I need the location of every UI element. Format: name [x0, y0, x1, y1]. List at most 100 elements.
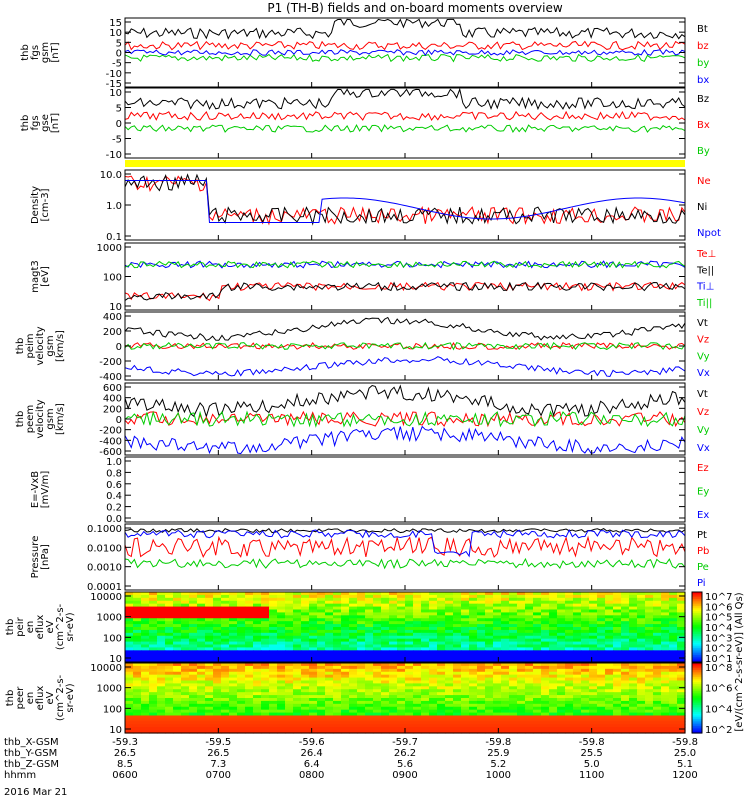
spectrogram-cell — [309, 656, 318, 660]
spectrogram-cell — [293, 668, 302, 673]
spectrogram-cell — [229, 653, 238, 657]
spectrogram-cell — [501, 641, 510, 646]
spectrogram-cell — [621, 644, 630, 649]
x-tick-label: 5.2 — [490, 759, 506, 770]
spectrogram-cell — [629, 621, 638, 625]
spectrogram-cell — [341, 706, 350, 711]
spectrogram-cell — [645, 730, 654, 734]
spectrogram-cell — [461, 656, 470, 660]
spectrogram-cell — [637, 650, 646, 654]
spectrogram-cell — [157, 663, 166, 667]
spectrogram-cell — [341, 674, 350, 679]
spectrogram-cell — [197, 689, 206, 693]
spectrogram-cell — [517, 615, 526, 619]
spectrogram-cell — [509, 689, 518, 693]
spectrogram-cell — [437, 715, 446, 720]
spectrogram-cell — [325, 592, 334, 596]
spectrogram-cell — [197, 632, 206, 637]
spectrogram-cell — [669, 632, 678, 637]
spectrogram-cell — [261, 594, 270, 599]
spectrogram-cell — [525, 615, 534, 619]
spectrogram-cell — [189, 668, 198, 673]
spectrogram-cell — [141, 618, 150, 622]
spectrogram-cell — [325, 715, 334, 720]
spectrogram-cell — [333, 668, 342, 673]
spectrogram-cell — [493, 629, 502, 634]
spectrogram-cell — [605, 624, 614, 628]
spectrogram-cell — [405, 727, 414, 731]
spectrogram-cell — [133, 638, 142, 643]
spectrogram-cell — [141, 603, 150, 608]
spectrogram-cell — [429, 656, 438, 660]
spectrogram-cell — [309, 706, 318, 711]
spectrogram-cell — [573, 592, 582, 596]
spectrogram-cell — [461, 721, 470, 725]
spectrogram-cell — [621, 700, 630, 705]
colorbar-tick-label: 10^6 — [705, 602, 732, 613]
spectrogram-cell — [157, 677, 166, 682]
spectrogram-cell — [453, 600, 462, 605]
spectrogram-cell — [349, 659, 358, 663]
spectrogram-cell — [493, 650, 502, 654]
y-axis-label: thb fgs gse [nT] — [20, 113, 61, 133]
series-line-Vy — [124, 410, 686, 428]
spectrogram-cell — [133, 606, 142, 611]
spectrogram-cell — [341, 703, 350, 708]
spectrogram-cell — [493, 700, 502, 705]
spectrogram-cell — [133, 686, 142, 690]
spectrogram-cell — [501, 700, 510, 705]
spectrogram-cell — [549, 677, 558, 682]
spectrogram-cell — [629, 592, 638, 596]
spectrogram-cell — [565, 665, 574, 670]
spectrogram-cell — [557, 686, 566, 690]
spectrogram-cell — [421, 663, 430, 667]
spectrogram-cell — [453, 638, 462, 643]
spectrogram-cell — [637, 727, 646, 731]
spectrogram-cell — [573, 724, 582, 728]
spectrogram-cell — [493, 632, 502, 637]
spectrogram-cell — [453, 615, 462, 619]
spectrogram-cell — [125, 663, 134, 667]
spectrogram-cell — [677, 606, 686, 611]
spectrogram-cell — [549, 689, 558, 693]
spectrogram-cell — [261, 656, 270, 660]
spectrogram-cell — [453, 592, 462, 596]
spectrogram-cell — [301, 653, 310, 657]
spectrogram-cell — [373, 592, 382, 596]
y-axis-label-line: sr-eV) — [65, 683, 76, 712]
spectrogram-cell — [341, 615, 350, 619]
spectrogram-cell — [437, 659, 446, 663]
spectrogram-cell — [613, 609, 622, 614]
spectrogram-cell — [677, 632, 686, 637]
spectrogram-cell — [213, 635, 222, 640]
spectrogram-cell — [581, 621, 590, 625]
spectrogram-cell — [525, 715, 534, 720]
spectrogram-cell — [429, 703, 438, 708]
spectrogram-cell — [653, 632, 662, 637]
spectrogram-cell — [605, 650, 614, 654]
y-tick-label: -5 — [112, 135, 122, 146]
spectrogram-cell — [597, 638, 606, 643]
spectrogram-cell — [357, 706, 366, 711]
spectrogram-cell — [165, 594, 174, 599]
spectrogram-cell — [517, 692, 526, 696]
spectrogram-cell — [501, 635, 510, 640]
spectrogram-cell — [669, 609, 678, 614]
spectrogram-cell — [413, 677, 422, 682]
spectrogram-cell — [509, 656, 518, 660]
spectrogram-cell — [517, 609, 526, 614]
spectrogram-cell — [525, 712, 534, 717]
spectrogram-cell — [141, 692, 150, 696]
spectrogram-cell — [245, 609, 254, 614]
series-line-Npot — [125, 180, 686, 223]
y-axis-label-line: peer — [15, 686, 26, 710]
spectrogram-cell — [573, 700, 582, 705]
spectrogram-cell — [493, 709, 502, 714]
spectrogram-cell — [541, 677, 550, 682]
spectrogram-cell — [221, 686, 230, 690]
spectrogram-cell — [661, 668, 670, 673]
spectrogram-cell — [493, 718, 502, 722]
spectrogram-cell — [237, 641, 246, 646]
spectrogram-cell — [549, 603, 558, 608]
spectrogram-cell — [309, 674, 318, 679]
